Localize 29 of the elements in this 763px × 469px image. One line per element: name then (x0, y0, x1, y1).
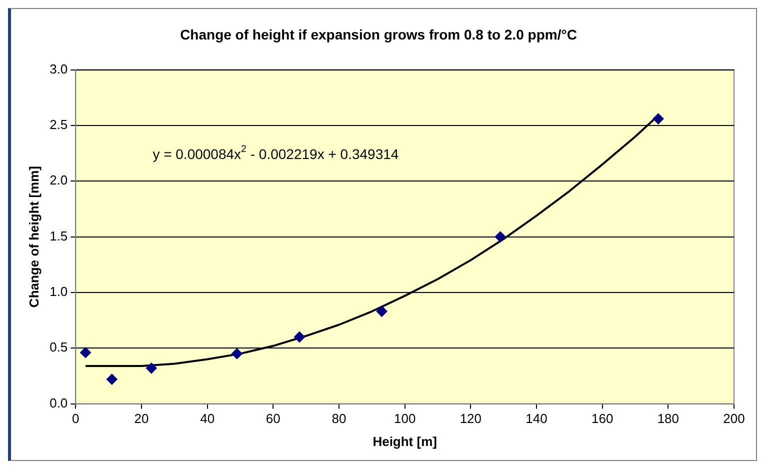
x-axis-title: Height [m] (372, 434, 437, 449)
y-tick-label: 0.0 (50, 395, 68, 410)
point (652, 113, 664, 124)
x-tick-label: 80 (332, 411, 346, 426)
x-tick-label: 120 (460, 411, 482, 426)
y-tick-label: 0.5 (50, 340, 68, 355)
x-tick-label: 60 (266, 411, 280, 426)
x-tick-label: 180 (657, 411, 680, 426)
y-axis-title: Change of height [mm] (26, 166, 42, 308)
point (494, 231, 506, 242)
point (376, 306, 388, 317)
point (80, 347, 92, 358)
y-tick-label: 1.5 (50, 228, 68, 244)
x-tick-label: 40 (200, 411, 215, 426)
chart-title: Change of height if expansion grows from 0.8 to 2.0 ppm/°C (180, 26, 577, 42)
y-tick-label: 2.5 (50, 117, 68, 132)
y-tick-label: 2.0 (50, 172, 68, 188)
x-tick-label: 20 (134, 411, 149, 426)
x-tick-label: 160 (591, 411, 614, 426)
x-tick-label: 0 (72, 411, 80, 426)
point (294, 332, 306, 342)
x-tick-label: 100 (394, 411, 416, 426)
point (231, 348, 242, 360)
y-tick-label: 1.0 (50, 284, 68, 300)
point (106, 374, 118, 385)
x-tick-label: 140 (526, 411, 548, 426)
y-tick-label: 3.0 (50, 61, 68, 76)
point (146, 362, 157, 374)
x-tick-label: 200 (723, 411, 745, 426)
